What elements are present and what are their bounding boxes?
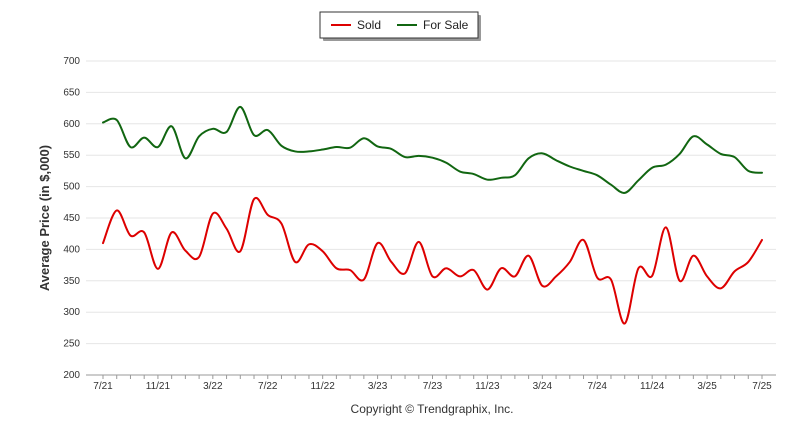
axes bbox=[86, 374, 776, 379]
tick-labels: 200 250 300 350 400 450 500 550 600 650 700 7/21 11/… bbox=[63, 56, 772, 392]
x-tick-label: 11/21 bbox=[146, 381, 171, 392]
x-tick-label: 7/25 bbox=[752, 381, 772, 392]
gridlines bbox=[86, 60, 776, 345]
y-tick-label: 700 bbox=[63, 56, 80, 67]
x-tick-label: 11/24 bbox=[640, 381, 665, 392]
legend-label-for-sale: For Sale bbox=[423, 18, 469, 32]
x-tick-label: 3/22 bbox=[203, 381, 223, 392]
y-tick-label: 600 bbox=[63, 119, 80, 130]
legend-label-sold: Sold bbox=[357, 18, 381, 32]
x-tick-label: 3/25 bbox=[697, 381, 717, 392]
y-tick-label: 650 bbox=[63, 87, 80, 98]
y-tick-label: 350 bbox=[63, 276, 80, 287]
y-tick-label: 300 bbox=[63, 307, 80, 318]
x-tick-label: 11/22 bbox=[311, 381, 336, 392]
x-tick-label: 7/23 bbox=[423, 381, 443, 392]
x-tick-label: 11/23 bbox=[475, 381, 500, 392]
y-tick-label: 400 bbox=[63, 244, 80, 255]
copyright-footer: Copyright © Trendgraphix, Inc. bbox=[351, 402, 514, 416]
y-tick-label: 250 bbox=[63, 339, 80, 350]
y-tick-label: 550 bbox=[63, 150, 80, 161]
x-tick-label: 7/24 bbox=[588, 381, 608, 392]
x-tick-label: 3/23 bbox=[368, 381, 388, 392]
x-tick-label: 7/21 bbox=[93, 381, 113, 392]
y-tick-label: 200 bbox=[63, 370, 80, 381]
series-line-for-sale bbox=[102, 105, 763, 194]
y-tick-label: 500 bbox=[63, 182, 80, 193]
x-tick-label: 7/22 bbox=[258, 381, 278, 392]
y-tick-label: 450 bbox=[63, 213, 80, 224]
y-axis-title: Average Price (in $,000) bbox=[37, 145, 52, 291]
series-lines bbox=[102, 105, 763, 325]
series-line-sold bbox=[102, 196, 763, 325]
x-tick-label: 3/24 bbox=[533, 381, 553, 392]
legend: Sold For Sale bbox=[319, 11, 481, 41]
